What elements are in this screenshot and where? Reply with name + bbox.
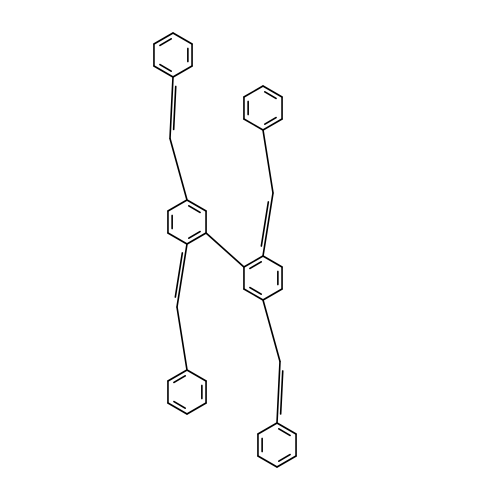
- molecule-diagram: [0, 0, 500, 500]
